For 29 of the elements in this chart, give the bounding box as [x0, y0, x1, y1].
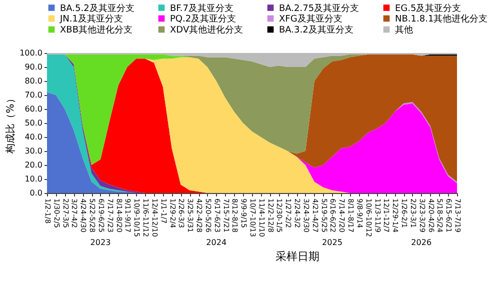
legend-label: BA.3.2及其亚分支: [279, 24, 354, 36]
y-tick-label: 50.0: [24, 118, 42, 128]
y-tick-label: 20.0: [24, 160, 42, 170]
y-tick-label: 40.0: [24, 132, 42, 142]
legend-label: XFG及其亚分支: [279, 14, 342, 24]
y-tick-label: 100.0: [20, 48, 42, 58]
text: 2026: [411, 238, 432, 247]
legend-label: BA.2.75及其亚分支: [279, 2, 360, 14]
y-axis-title: 构成比（%）: [4, 94, 17, 154]
legend-label: PQ.2及其亚分支: [170, 14, 236, 24]
legend-label: BF.7及其亚分支: [170, 2, 234, 14]
y-tick-label: 0.0: [30, 188, 42, 198]
legend-label: EG.5及其亚分支: [395, 2, 462, 14]
y-tick-label: 30.0: [24, 146, 42, 156]
y-tick-label: 60.0: [24, 104, 42, 114]
legend-label: XDV其他进化分支: [170, 24, 244, 36]
x-axis-title: 采样日期: [276, 250, 320, 263]
y-tick-label: 70.0: [24, 90, 42, 100]
text: 2024: [206, 238, 227, 247]
text: 2025: [322, 238, 342, 247]
y-tick-label: 90.0: [24, 62, 42, 72]
legend-label: XBB其他进化分支: [60, 24, 133, 36]
legend-label: 其他: [395, 24, 413, 36]
y-tick-label: 80.0: [24, 76, 42, 86]
y-tick-label: 10.0: [24, 174, 42, 184]
text: 2023: [90, 238, 111, 247]
legend-label: NB.1.8.1其他进化分支: [395, 14, 488, 24]
legend-label: BA.5.2及其亚分支: [60, 2, 134, 14]
legend-label: JN.1及其亚分支: [59, 14, 123, 24]
